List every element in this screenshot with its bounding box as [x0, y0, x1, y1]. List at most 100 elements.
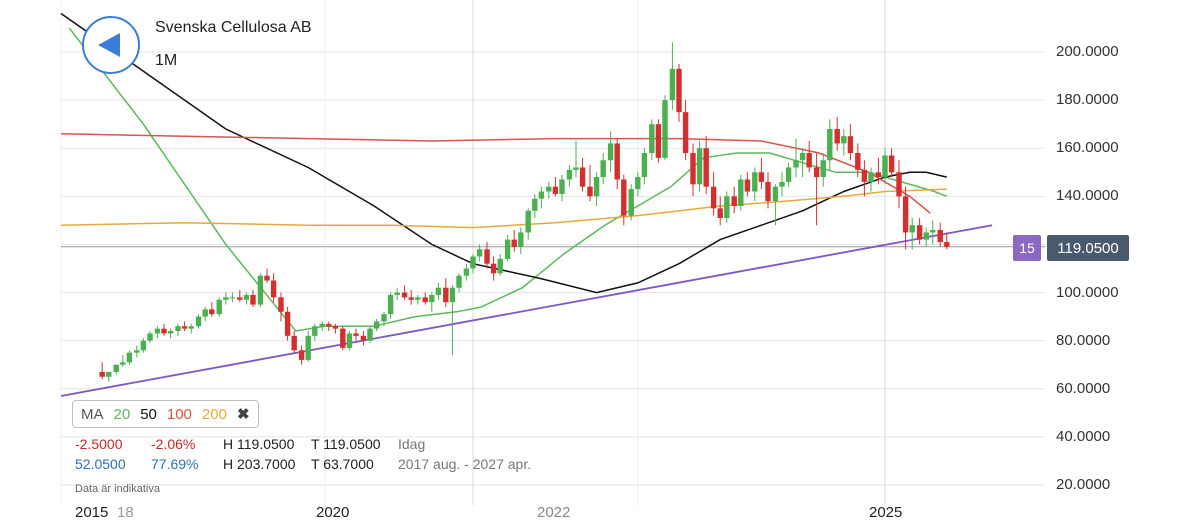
- candle-body: [181, 326, 188, 329]
- candle-body: [312, 326, 318, 336]
- x-label-2025: 2025: [869, 504, 903, 521]
- ma-line-200: [60, 188, 947, 229]
- candle: [649, 119, 655, 161]
- x-label-2020: 2020: [316, 504, 350, 521]
- candle: [937, 222, 943, 247]
- candle-body: [319, 323, 325, 327]
- candle-body: [841, 136, 847, 144]
- candle: [278, 292, 284, 322]
- candle: [401, 285, 408, 300]
- candle-body: [799, 153, 806, 161]
- candle-body: [662, 100, 668, 158]
- interval-label[interactable]: 1M: [155, 52, 178, 69]
- y-tick-label: 20.0000: [1056, 476, 1111, 493]
- close-icon[interactable]: ✖: [236, 406, 250, 423]
- candle-body: [765, 181, 771, 202]
- x-label-sub: 18: [117, 504, 134, 521]
- candle-body: [738, 179, 744, 206]
- candle-body: [682, 112, 689, 154]
- last-price-tag: 119.0500: [1047, 235, 1129, 261]
- candle-body: [332, 326, 339, 329]
- candle: [676, 64, 682, 122]
- last-today: T 119.0500: [311, 436, 381, 452]
- candle: [855, 143, 861, 178]
- candle: [188, 323, 194, 334]
- candle-body: [456, 275, 462, 288]
- candle-body: [484, 249, 490, 264]
- candle: [669, 42, 676, 110]
- candle: [134, 345, 140, 358]
- candle-body: [566, 169, 573, 180]
- candle-body: [99, 371, 105, 377]
- candle-body: [690, 153, 696, 185]
- candle: [525, 208, 531, 240]
- candle-body: [278, 297, 284, 312]
- candle: [593, 172, 600, 206]
- candle-body: [360, 335, 367, 341]
- candle-body: [394, 292, 400, 295]
- candle-body: [449, 287, 456, 303]
- high-today: H 119.0500: [223, 436, 295, 452]
- candle: [682, 100, 689, 161]
- candle-body: [140, 340, 147, 351]
- candle: [257, 273, 264, 307]
- candle: [827, 119, 833, 170]
- y-tick-label: 140.0000: [1056, 187, 1119, 205]
- ma-legend[interactable]: MA 20 50 100 200 ✖: [72, 400, 259, 428]
- candle-body: [614, 143, 620, 180]
- candle: [284, 306, 291, 341]
- candle-body: [367, 328, 373, 341]
- ma-label: MA: [81, 405, 104, 423]
- candle-body: [930, 230, 936, 233]
- candle: [738, 174, 744, 211]
- back-button[interactable]: [82, 16, 140, 74]
- candle-body: [655, 124, 662, 158]
- candle: [731, 186, 737, 214]
- candle-body: [909, 225, 915, 233]
- candle: [490, 256, 497, 281]
- candle-body: [813, 167, 820, 178]
- ma-20[interactable]: 20: [113, 405, 131, 423]
- candle-body: [264, 275, 270, 281]
- candle-body: [621, 179, 627, 216]
- candle-body: [167, 331, 174, 334]
- candle-body: [806, 153, 812, 168]
- candle: [422, 292, 428, 305]
- candle-body: [724, 196, 730, 218]
- candle: [237, 290, 243, 303]
- candle-body: [415, 297, 421, 300]
- candle-body: [346, 333, 353, 348]
- ma-line-100: [60, 133, 931, 214]
- candle-body: [532, 198, 538, 211]
- ma-50[interactable]: 50: [140, 405, 157, 423]
- candle-body: [696, 148, 703, 185]
- candle: [250, 290, 256, 307]
- candle-body: [470, 256, 476, 269]
- candle-body: [237, 297, 243, 300]
- candle: [518, 227, 524, 255]
- candle-body: [538, 191, 545, 199]
- candle-body: [752, 172, 758, 192]
- candle: [216, 297, 222, 317]
- candle: [326, 321, 332, 332]
- candle-body: [243, 294, 250, 300]
- candle-body: [270, 280, 277, 298]
- y-tick-label: 180.0000: [1056, 91, 1119, 109]
- candle: [628, 184, 634, 221]
- candle-body: [717, 208, 723, 218]
- candle: [930, 220, 936, 245]
- candle: [154, 326, 161, 339]
- candle-body: [882, 155, 888, 178]
- candle: [806, 141, 812, 173]
- candle-body: [607, 143, 614, 161]
- candle-body: [779, 181, 785, 187]
- candle: [312, 323, 318, 341]
- candle: [696, 141, 703, 192]
- candle: [861, 160, 868, 197]
- candle-body: [250, 294, 256, 305]
- ma-100[interactable]: 100: [166, 405, 192, 423]
- candle: [662, 95, 668, 161]
- ma-200[interactable]: 200: [201, 405, 227, 423]
- candle-body: [559, 179, 565, 194]
